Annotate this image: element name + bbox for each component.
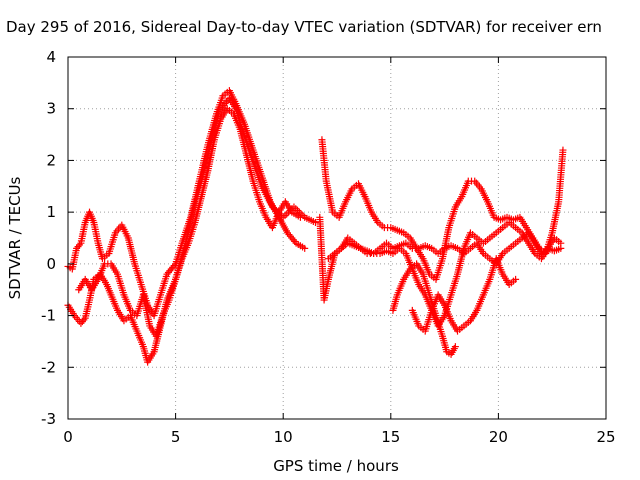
data-point-trail	[75, 241, 83, 249]
data-points	[64, 87, 567, 366]
data-point	[296, 213, 304, 221]
data-point	[301, 244, 309, 252]
plot-frame	[67, 56, 607, 420]
y-tick-label: -1	[41, 307, 56, 325]
grid-lines	[68, 57, 606, 419]
y-tick-label: 4	[46, 48, 56, 66]
y-tick-label: -2	[41, 358, 56, 376]
y-tick-label: 2	[46, 151, 56, 169]
data-point-trail	[292, 205, 300, 213]
chart-title: Day 295 of 2016, Sidereal Day-to-day VTE…	[6, 18, 602, 36]
x-tick-label: 5	[171, 428, 181, 446]
y-tick-label: 3	[46, 100, 56, 118]
data-point	[451, 343, 459, 351]
y-tick-label: -3	[41, 410, 56, 428]
axis-ticks: 0 5 10 15 20 25 -3 -2 -1 0 1 2 3 4	[41, 48, 616, 446]
data-point	[557, 239, 565, 247]
data-point	[311, 218, 319, 226]
x-tick-label: 25	[596, 428, 615, 446]
y-axis-label: SDTVAR / TECUs	[6, 176, 24, 299]
x-tick-label: 0	[63, 428, 73, 446]
x-tick-label: 10	[274, 428, 293, 446]
x-tick-label: 20	[489, 428, 508, 446]
data-point-trail	[291, 237, 299, 245]
data-point	[512, 275, 520, 283]
y-tick-label: 1	[46, 203, 56, 221]
data-point-trail	[80, 316, 88, 324]
data-point	[559, 146, 567, 154]
x-axis-label: GPS time / hours	[273, 457, 399, 475]
y-tick-label: 0	[46, 255, 56, 273]
x-tick-label: 15	[381, 428, 400, 446]
data-point-trail	[281, 212, 289, 220]
